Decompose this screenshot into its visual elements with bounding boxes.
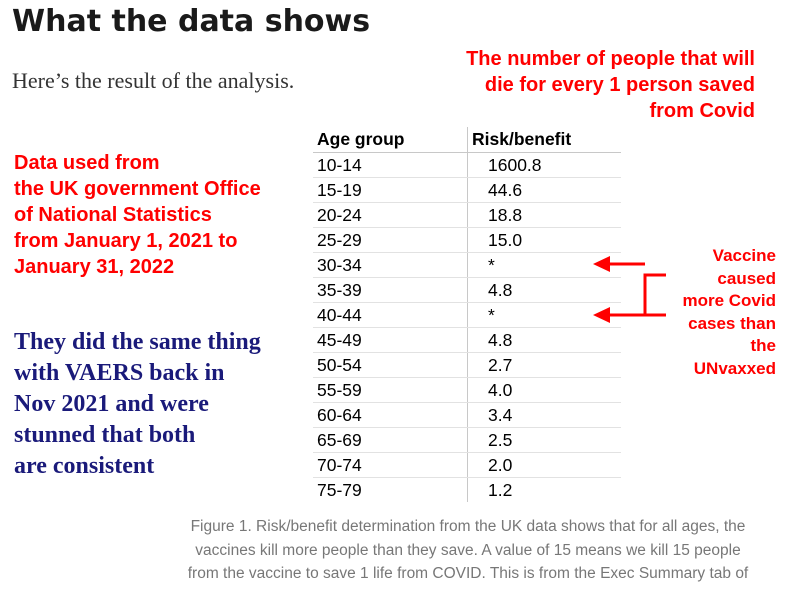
age-group-cell: 40-44 xyxy=(313,302,468,328)
column-header-risk-benefit: Risk/benefit xyxy=(467,127,621,153)
table-row: 40-44 * xyxy=(313,302,621,328)
annotation-line: die for every 1 person saved xyxy=(484,74,755,96)
table-row: 30-34 * xyxy=(313,252,621,278)
table-row: 35-39 4.8 xyxy=(313,277,621,303)
table-row: 55-59 4.0 xyxy=(313,377,621,403)
annotation-vaers: They did the same thing with VAERS back … xyxy=(14,327,261,482)
annotation-line: Nov 2021 and were xyxy=(14,391,209,417)
age-group-cell: 20-24 xyxy=(313,202,468,228)
table-row: 60-64 3.4 xyxy=(313,402,621,428)
risk-benefit-table: Age group Risk/benefit 10-14 1600.8 15-19 4… xyxy=(313,127,621,502)
table-row: 50-54 2.7 xyxy=(313,352,621,378)
table-row: 75-79 1.2 xyxy=(313,477,621,502)
annotation-line: from Covid xyxy=(649,100,755,122)
risk-benefit-cell: 44.6 xyxy=(467,177,621,203)
annotation-line: stunned that both xyxy=(14,422,196,448)
risk-benefit-cell: 18.8 xyxy=(467,202,621,228)
figure-caption: Figure 1. Risk/benefit determination fro… xyxy=(140,515,796,586)
age-group-cell: 65-69 xyxy=(313,427,468,453)
table-row: 70-74 2.0 xyxy=(313,452,621,478)
annotation-line: January 31, 2022 xyxy=(14,256,175,278)
risk-benefit-cell: 2.7 xyxy=(467,352,621,378)
intro-text: Here’s the result of the analysis. xyxy=(12,68,295,93)
table-row: 20-24 18.8 xyxy=(313,202,621,228)
page-heading: What the data shows xyxy=(12,4,371,39)
bracket-arrow-line xyxy=(643,273,666,317)
annotation-line: the UK government Office xyxy=(14,178,261,200)
annotation-line: They did the same thing xyxy=(14,329,261,355)
annotation-line: Vaccine xyxy=(712,246,776,265)
age-group-cell: 30-34 xyxy=(313,252,468,278)
risk-benefit-cell: 4.0 xyxy=(467,377,621,403)
age-group-cell: 15-19 xyxy=(313,177,468,203)
age-group-cell: 45-49 xyxy=(313,327,468,353)
risk-benefit-cell: 4.8 xyxy=(467,327,621,353)
annotation-line: with VAERS back in xyxy=(14,360,225,386)
annotation-data-source: Data used from the UK government Office … xyxy=(14,150,261,280)
caption-line: from the vaccine to save 1 life from COV… xyxy=(187,565,749,582)
risk-benefit-cell: 2.5 xyxy=(467,427,621,453)
caption-line: Figure 1. Risk/benefit determination fro… xyxy=(190,518,746,535)
annotation-line: more Covid xyxy=(682,291,776,310)
age-group-cell: 70-74 xyxy=(313,452,468,478)
table-row: 65-69 2.5 xyxy=(313,427,621,453)
annotation-line: The number of people that will xyxy=(466,48,755,70)
age-group-cell: 10-14 xyxy=(313,152,468,178)
age-group-cell: 75-79 xyxy=(313,477,468,502)
age-group-cell: 50-54 xyxy=(313,352,468,378)
annotation-line: caused xyxy=(717,268,776,288)
table-row: 15-19 44.6 xyxy=(313,177,621,203)
age-group-cell: 60-64 xyxy=(313,402,468,428)
table-row: 10-14 1600.8 xyxy=(313,152,621,178)
annotation-line: cases than xyxy=(688,313,776,333)
annotation-top-right: The number of people that will die for e… xyxy=(466,46,755,124)
age-group-cell: 25-29 xyxy=(313,227,468,253)
annotation-line: Data used from xyxy=(14,152,160,174)
risk-benefit-cell: 2.0 xyxy=(467,452,621,478)
annotation-vaccine-cases: Vaccine caused more Covid cases than the… xyxy=(682,245,776,380)
risk-benefit-cell: 4.8 xyxy=(467,277,621,303)
caption-line: vaccines kill more people than they save… xyxy=(195,541,741,559)
column-header-age-group: Age group xyxy=(313,127,468,153)
table-row: 45-49 4.8 xyxy=(313,327,621,353)
risk-benefit-cell: * xyxy=(467,252,621,278)
annotation-line: are consistent xyxy=(14,453,155,479)
risk-benefit-cell: 1.2 xyxy=(488,479,513,500)
risk-benefit-cell: 3.4 xyxy=(467,402,621,428)
age-group-cell: 35-39 xyxy=(313,277,468,303)
age-group-cell: 55-59 xyxy=(313,377,468,403)
risk-benefit-cell: 15.0 xyxy=(467,227,621,253)
table-header-row: Age group Risk/benefit xyxy=(313,127,621,153)
annotation-line: the xyxy=(750,336,777,355)
risk-benefit-cell: 1600.8 xyxy=(467,152,621,178)
annotation-line: UNvaxxed xyxy=(693,358,776,378)
annotation-line: from January 1, 2021 to xyxy=(14,230,238,252)
annotation-line: of National Statistics xyxy=(14,204,212,226)
table-row: 25-29 15.0 xyxy=(313,227,621,253)
risk-benefit-cell: * xyxy=(467,302,621,328)
